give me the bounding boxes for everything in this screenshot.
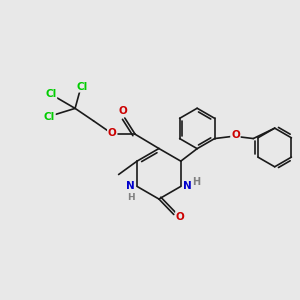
Text: O: O [119,106,128,116]
Text: O: O [231,130,240,140]
Text: O: O [108,128,117,138]
Text: N: N [126,182,135,191]
Text: Cl: Cl [76,82,88,92]
Text: N: N [183,182,192,191]
Text: Cl: Cl [45,89,56,99]
Text: H: H [192,177,200,187]
Text: H: H [127,193,134,202]
Text: Cl: Cl [44,112,55,122]
Text: O: O [176,212,185,222]
